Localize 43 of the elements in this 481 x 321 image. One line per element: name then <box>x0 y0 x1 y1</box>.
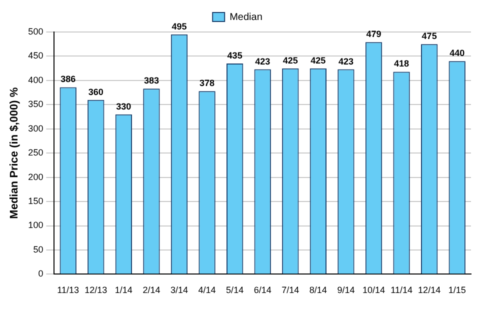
data-label: 383 <box>144 76 159 86</box>
y-tick-label: 200 <box>28 172 44 182</box>
data-label: 440 <box>450 48 465 58</box>
data-label: 360 <box>88 86 104 97</box>
y-tick-label: 0 <box>38 268 44 279</box>
data-label: 425 <box>310 55 326 66</box>
x-tick-label: 5/14 <box>226 285 244 296</box>
x-tick-label: 11/14 <box>390 285 412 296</box>
data-label: 386 <box>60 74 76 84</box>
data-label: 423 <box>255 56 270 66</box>
data-label: 378 <box>200 78 215 88</box>
x-tick-label: 12/14 <box>418 285 441 296</box>
x-tick-label: 8/14 <box>309 285 327 296</box>
data-label: 423 <box>338 56 354 66</box>
x-tick-label: 7/14 <box>282 285 300 296</box>
data-label: 435 <box>227 50 242 60</box>
x-tick-label: 1/15 <box>448 285 466 296</box>
x-tick-label: 1/14 <box>114 285 132 296</box>
x-tick-label: 2/14 <box>142 285 160 296</box>
y-tick-label: 150 <box>28 196 44 206</box>
data-label: 330 <box>116 101 132 112</box>
y-tick-label: 100 <box>28 220 44 230</box>
legend-label: Median <box>230 12 262 23</box>
x-tick-label: 4/14 <box>198 285 216 296</box>
y-tick-label: 450 <box>28 50 44 61</box>
x-tick-label: 12/13 <box>84 285 108 296</box>
y-tick-label: 400 <box>28 74 44 85</box>
data-label: 418 <box>394 58 410 69</box>
x-tick-label: 10/14 <box>362 285 386 296</box>
x-tick-label: 6/14 <box>254 285 272 296</box>
y-tick-label: 500 <box>28 26 44 36</box>
x-tick-label: 3/14 <box>170 285 188 296</box>
data-label: 479 <box>366 29 382 40</box>
data-label: 475 <box>422 31 437 42</box>
data-label: 495 <box>172 21 187 32</box>
y-axis-title: Median Price (in $,000) % <box>8 87 21 219</box>
y-tick-label: 50 <box>33 244 44 254</box>
y-tick-label: 350 <box>28 99 44 110</box>
x-tick-label: 9/14 <box>337 285 355 296</box>
y-tick-label: 300 <box>28 123 44 134</box>
x-tick-label: 11/13 <box>57 285 80 296</box>
data-label: 425 <box>282 55 298 66</box>
y-tick-label: 250 <box>28 148 44 158</box>
